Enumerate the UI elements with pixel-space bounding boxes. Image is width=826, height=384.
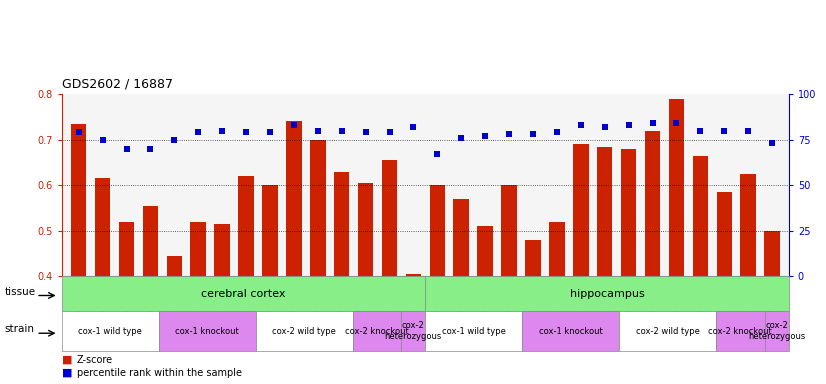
Bar (621, 149, 636, 276)
Bar (143, 206, 159, 276)
Point (192, 129, 205, 136)
Point (216, 127, 229, 134)
Point (335, 127, 349, 134)
Text: cox-2 knockout: cox-2 knockout (345, 327, 409, 336)
Text: hippocampus: hippocampus (570, 289, 644, 299)
Bar (716, 192, 732, 276)
Text: cox-1 wild type: cox-1 wild type (78, 327, 142, 336)
Bar (286, 121, 301, 276)
Bar (215, 224, 230, 276)
Point (144, 146, 157, 152)
Point (96, 137, 109, 143)
Point (718, 127, 731, 134)
Point (240, 129, 253, 136)
Bar (167, 256, 182, 276)
Bar (740, 174, 756, 276)
Text: cox-1 knockout: cox-1 knockout (539, 327, 603, 336)
Bar (501, 185, 517, 276)
Bar (95, 179, 111, 276)
Point (742, 127, 755, 134)
Bar (430, 185, 445, 276)
Bar (191, 222, 206, 276)
Point (287, 122, 301, 128)
Bar (238, 176, 254, 276)
Bar (119, 222, 135, 276)
Bar (764, 231, 780, 276)
Text: cox-1 knockout: cox-1 knockout (175, 327, 240, 336)
Bar (597, 147, 613, 276)
Text: strain: strain (5, 324, 35, 334)
Bar (71, 124, 87, 276)
Text: ■: ■ (62, 368, 73, 378)
Point (168, 137, 181, 143)
Text: cox-2
heterozygous: cox-2 heterozygous (385, 321, 442, 341)
Text: percentile rank within the sample: percentile rank within the sample (77, 368, 242, 378)
Bar (525, 240, 541, 276)
Bar (573, 144, 589, 276)
Point (670, 120, 683, 126)
Point (430, 151, 444, 157)
Point (550, 129, 563, 136)
Bar (310, 140, 325, 276)
Point (598, 124, 611, 130)
Bar (692, 156, 708, 276)
Text: cerebral cortex: cerebral cortex (202, 289, 286, 299)
Point (622, 122, 635, 128)
Point (311, 127, 325, 134)
Point (72, 129, 85, 136)
Point (120, 146, 133, 152)
Bar (382, 160, 397, 276)
Bar (358, 183, 373, 276)
Point (407, 124, 420, 130)
Point (454, 135, 468, 141)
Bar (406, 274, 421, 276)
Point (359, 129, 373, 136)
Text: cox-2
heterozygous: cox-2 heterozygous (748, 321, 805, 341)
Text: cox-1 wild type: cox-1 wild type (442, 327, 506, 336)
Point (502, 131, 515, 137)
Bar (334, 172, 349, 276)
Bar (645, 131, 660, 276)
Text: GDS2602 / 16887: GDS2602 / 16887 (62, 77, 173, 90)
Point (766, 140, 779, 146)
Bar (262, 185, 278, 276)
Point (383, 129, 396, 136)
Bar (549, 222, 565, 276)
Text: Z-score: Z-score (77, 355, 113, 365)
Point (646, 120, 659, 126)
Bar (477, 226, 493, 276)
Point (478, 133, 491, 139)
Text: cox-2 wild type: cox-2 wild type (273, 327, 336, 336)
Bar (453, 199, 469, 276)
Point (263, 129, 277, 136)
Text: ■: ■ (62, 355, 73, 365)
Bar (669, 99, 684, 276)
Point (694, 127, 707, 134)
Point (526, 131, 539, 137)
Text: cox-2 knockout: cox-2 knockout (709, 327, 772, 336)
Point (574, 122, 587, 128)
Text: tissue: tissue (5, 287, 36, 297)
Text: cox-2 wild type: cox-2 wild type (636, 327, 700, 336)
